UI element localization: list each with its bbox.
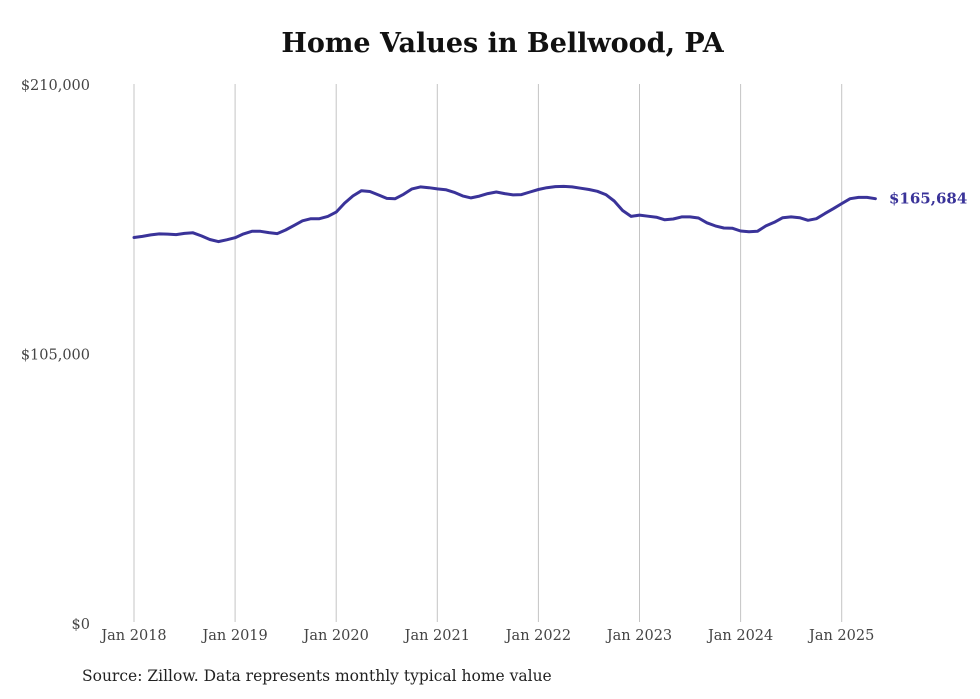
y-tick-label: $210,000 — [21, 78, 90, 94]
y-tick-label: $105,000 — [21, 348, 90, 364]
series-line-0 — [132, 184, 877, 244]
gridlines — [133, 84, 843, 622]
x-axis-ticks: Jan 2018 Jan 2019 Jan 2020 Jan 2021 Jan 2022… — [99, 628, 874, 644]
y-tick-label: $0 — [72, 617, 90, 633]
source-note: Source: Zillow. Data represents monthly … — [82, 667, 552, 685]
x-tick-label: Jan 2018 — [99, 628, 166, 644]
chart-title: Home Values in Bellwood, PA — [281, 28, 724, 59]
end-value-label: $165,684 — [889, 190, 967, 208]
x-tick-label: Jan 2025 — [807, 628, 874, 644]
end-labels: $165,684 — [889, 190, 967, 208]
x-tick-label: Jan 2019 — [200, 628, 267, 644]
x-tick-label: Jan 2024 — [706, 628, 773, 644]
x-tick-label: Jan 2020 — [302, 628, 369, 644]
series-lines — [132, 184, 877, 244]
x-tick-label: Jan 2022 — [504, 628, 571, 644]
x-tick-label: Jan 2021 — [403, 628, 470, 644]
y-axis-ticks: $0 $105,000 $210,000 — [21, 78, 90, 633]
x-tick-label: Jan 2023 — [605, 628, 672, 644]
